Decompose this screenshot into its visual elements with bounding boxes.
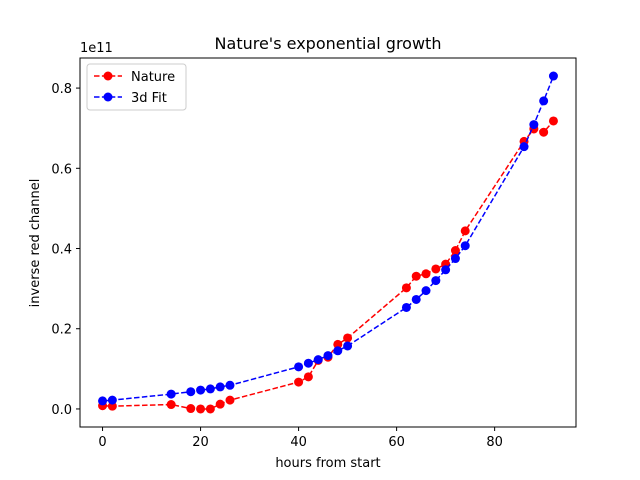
data-point-3d-fit [225,380,235,390]
data-point-nature [421,269,431,279]
data-point-nature [539,127,549,137]
data-point-nature [548,116,558,126]
data-point-3d-fit [548,71,558,81]
data-point-nature [303,372,313,382]
data-point-nature [411,271,421,281]
x-tick-label: 80 [486,435,503,450]
x-tick-label: 20 [192,435,209,450]
data-point-3d-fit [450,254,460,264]
y-offset-label: 1e11 [80,41,113,56]
x-axis-label: hours from start [275,456,380,471]
data-point-3d-fit [421,286,431,296]
data-point-nature [333,339,343,349]
data-point-3d-fit [196,385,206,395]
axis-ticks: 0 20 40 60 80 0.0 0.2 0.4 0.6 0.8 [51,82,503,450]
data-point-nature [186,404,196,414]
x-tick-label: 0 [98,435,106,450]
data-point-nature [205,404,215,414]
legend-marker-fit [103,92,113,102]
data-point-3d-fit [431,276,441,286]
data-point-nature [166,400,176,410]
data-point-3d-fit [166,389,176,399]
series-3d-fit [98,71,558,406]
data-point-3d-fit [107,395,117,405]
data-point-3d-fit [98,396,108,406]
y-tick-label: 0.0 [51,403,72,418]
data-point-3d-fit [215,382,225,392]
plot-area [98,71,558,414]
data-point-nature [450,246,460,256]
data-point-3d-fit [441,265,451,275]
data-point-3d-fit [529,120,539,130]
data-point-3d-fit [186,387,196,397]
y-tick-label: 0.4 [51,243,72,258]
data-point-3d-fit [411,294,421,304]
legend-marker-nature [103,71,113,81]
legend-label-fit: 3d Fit [131,91,167,106]
data-point-3d-fit [294,362,304,372]
x-tick-label: 40 [290,435,307,450]
y-tick-label: 0.6 [51,162,72,177]
data-point-3d-fit [205,384,215,394]
data-point-nature [431,264,441,274]
chart-title: Nature's exponential growth [215,34,442,53]
data-point-3d-fit [323,351,333,361]
data-point-nature [401,283,411,293]
y-tick-label: 0.8 [51,82,72,97]
data-point-3d-fit [313,355,323,365]
data-point-nature [343,333,353,343]
data-point-nature [294,377,304,387]
data-point-nature [215,399,225,409]
data-point-3d-fit [539,96,549,106]
y-tick-label: 0.2 [51,323,72,338]
data-point-3d-fit [333,346,343,356]
data-point-3d-fit [343,341,353,351]
y-axis-label: inverse red channel [28,179,43,308]
data-point-nature [460,226,470,236]
data-point-3d-fit [303,358,313,368]
data-point-3d-fit [460,241,470,251]
data-point-3d-fit [519,142,529,152]
legend-label-nature: Nature [131,70,175,85]
data-point-nature [196,404,206,414]
legend: Nature 3d Fit [86,63,187,111]
x-tick-label: 60 [388,435,405,450]
data-point-nature [225,395,235,405]
axes-frame [79,57,577,428]
data-point-3d-fit [401,302,411,312]
